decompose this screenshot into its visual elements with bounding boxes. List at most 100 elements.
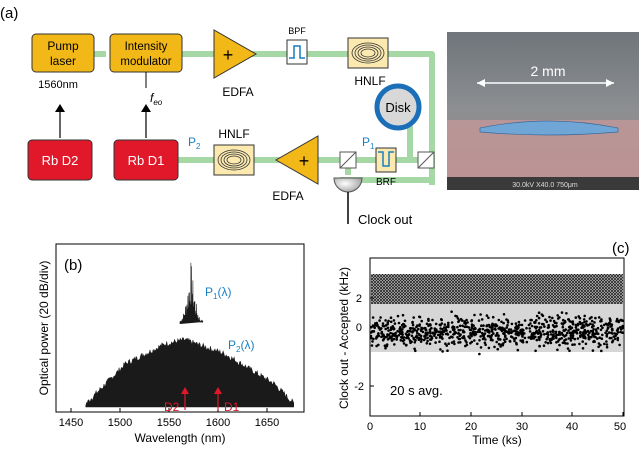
chart-c-ylabel: Clock out - Accepted (kHz) <box>337 267 351 409</box>
scatter-point <box>435 336 438 340</box>
edfa-top-label: EDFA <box>222 85 253 99</box>
scatter-point <box>514 322 518 325</box>
scatter-point <box>388 336 392 340</box>
scatter-point <box>553 325 556 329</box>
scatter-point <box>401 328 404 331</box>
scatter-point <box>551 335 555 339</box>
sem-image <box>447 32 639 190</box>
scatter-point <box>458 324 462 328</box>
scatter-point <box>442 326 446 329</box>
scatter-point <box>608 317 612 320</box>
scatter-point <box>541 322 544 326</box>
scatter-point <box>419 340 423 343</box>
scatter-point <box>544 341 547 344</box>
scatter-point <box>618 343 621 347</box>
scatter-point <box>389 320 393 324</box>
scatter-point <box>414 335 418 339</box>
scatter-point <box>425 322 429 326</box>
scatter-point <box>393 322 397 325</box>
scatter-point <box>395 338 399 341</box>
scatter-point <box>606 327 610 330</box>
bpf-icon <box>289 45 305 59</box>
scatter-point <box>505 326 509 329</box>
scatter-point <box>588 337 591 341</box>
d1-marker-head <box>214 387 222 394</box>
scatter-point <box>461 319 464 322</box>
scatter-point <box>389 327 393 331</box>
scatter-point <box>425 342 429 345</box>
scatter-point <box>558 343 561 347</box>
scatter-point <box>573 343 576 346</box>
scatter-point <box>464 325 467 328</box>
scatter-point <box>596 326 600 330</box>
scatter-point <box>535 319 538 322</box>
chart-b-p1-label: P1(λ) <box>205 285 231 301</box>
scatter-point <box>456 325 459 329</box>
scatter-point <box>394 331 397 335</box>
scatter-point <box>616 327 620 330</box>
scatter-point <box>398 330 401 333</box>
scatter-point <box>458 337 462 341</box>
scatter-point <box>389 331 392 335</box>
scatter-point <box>392 319 396 322</box>
chart-c-scatter <box>369 310 625 356</box>
scatter-point <box>520 332 523 336</box>
scatter-point <box>493 323 496 327</box>
scatter-point <box>548 339 552 343</box>
scatter-point <box>378 319 381 322</box>
pump-laser-line1: Pump <box>47 39 79 53</box>
scatter-point <box>592 324 595 328</box>
scatter-point <box>464 344 467 348</box>
scatter-point <box>451 328 455 332</box>
scatter-point <box>391 332 395 336</box>
scatter-point <box>540 313 544 316</box>
scatter-point <box>375 324 379 327</box>
scatter-point <box>505 318 508 321</box>
scatter-point <box>615 332 618 336</box>
scatter-point <box>547 323 550 327</box>
scatter-point <box>556 314 559 317</box>
scatter-point <box>592 328 595 331</box>
scatter-point <box>489 338 493 342</box>
scatter-point <box>493 345 496 349</box>
scatter-point <box>450 310 453 314</box>
scatter-point <box>434 322 438 326</box>
scatter-point <box>564 342 567 345</box>
scatter-point <box>566 347 570 350</box>
scatter-point <box>578 320 582 324</box>
scatter-point <box>581 331 585 335</box>
chart-c-ytick-2: -2 <box>354 381 364 393</box>
scatter-point <box>399 325 402 329</box>
scatter-point <box>605 340 608 343</box>
scatter-point <box>459 328 462 332</box>
scatter-point <box>393 343 396 346</box>
scatter-point <box>553 321 557 325</box>
scatter-point <box>416 331 419 335</box>
scatter-point <box>515 342 518 346</box>
rb-d1-label: Rb D1 <box>128 153 165 168</box>
chart-c-annotation: 20 s avg. <box>390 383 443 398</box>
scatter-point <box>557 332 561 336</box>
edfa-bottom-plus: + <box>299 151 310 171</box>
scatter-point <box>402 325 405 329</box>
scatter-point <box>571 334 575 338</box>
chart-c-xticks <box>369 412 624 416</box>
scatter-point <box>443 329 447 332</box>
scatter-point <box>494 328 497 331</box>
scatter-point <box>451 326 454 329</box>
pump-laser-wavelength: 1560nm <box>38 79 78 91</box>
scatter-point <box>381 322 385 325</box>
scatter-point <box>578 316 582 320</box>
pump-laser-line2: laser <box>50 54 76 68</box>
scatter-point <box>578 342 581 346</box>
scatter-point <box>492 332 495 335</box>
chart-c-xtick-1: 10 <box>414 421 426 433</box>
scatter-point <box>456 317 460 320</box>
scatter-point <box>584 342 588 346</box>
scatter-point <box>427 319 430 322</box>
scatter-point <box>569 337 572 340</box>
scatter-point <box>517 331 521 335</box>
scatter-point <box>574 326 578 329</box>
scatter-point <box>531 333 534 337</box>
scatter-point <box>479 335 482 338</box>
